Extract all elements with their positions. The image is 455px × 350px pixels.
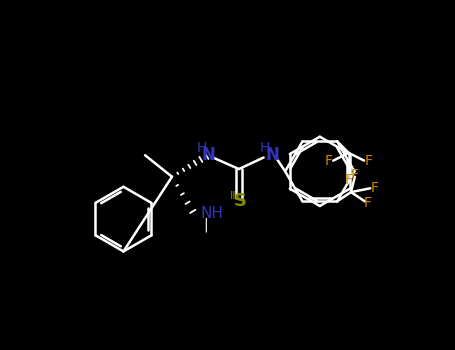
- Text: H: H: [260, 141, 270, 155]
- Text: F: F: [345, 173, 353, 187]
- Text: H: H: [197, 141, 207, 155]
- Text: NH: NH: [201, 206, 223, 221]
- Text: II: II: [230, 191, 236, 201]
- Text: F: F: [325, 154, 333, 168]
- Text: |: |: [203, 217, 207, 232]
- Text: F: F: [364, 196, 372, 210]
- Text: F: F: [351, 168, 359, 182]
- Text: F: F: [371, 181, 379, 195]
- Text: N: N: [202, 146, 216, 164]
- Text: F: F: [365, 154, 373, 168]
- Text: S: S: [234, 191, 247, 210]
- Text: N: N: [265, 146, 279, 164]
